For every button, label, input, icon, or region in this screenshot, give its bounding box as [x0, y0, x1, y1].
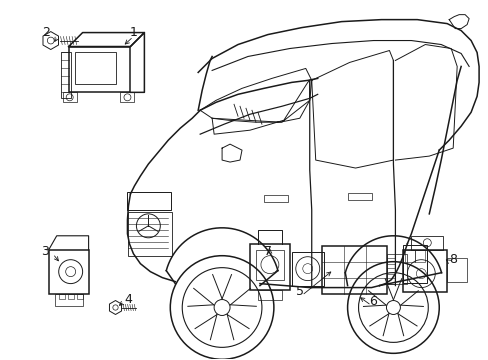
- Text: 5: 5: [295, 285, 303, 298]
- Text: 4: 4: [124, 293, 132, 306]
- Bar: [55, 293, 82, 306]
- Bar: [386, 254, 407, 284]
- Text: 7: 7: [264, 245, 271, 258]
- Bar: [120, 92, 134, 102]
- Text: 3: 3: [41, 245, 49, 258]
- Bar: [255, 250, 283, 280]
- Bar: [403, 245, 427, 283]
- Bar: [405, 250, 414, 262]
- Bar: [249, 244, 289, 289]
- Bar: [258, 289, 281, 300]
- Bar: [67, 293, 74, 298]
- Bar: [264, 195, 287, 202]
- Bar: [403, 250, 447, 292]
- Bar: [386, 258, 395, 264]
- Bar: [127, 192, 171, 210]
- Bar: [62, 92, 77, 102]
- Bar: [49, 250, 88, 293]
- Bar: [386, 278, 395, 284]
- Text: 2: 2: [42, 26, 50, 39]
- Bar: [410, 236, 442, 250]
- Text: 1: 1: [129, 26, 137, 39]
- Bar: [75, 53, 116, 84]
- Bar: [347, 193, 371, 200]
- Bar: [68, 46, 130, 92]
- Bar: [61, 53, 71, 98]
- Bar: [77, 293, 82, 298]
- Bar: [291, 252, 323, 285]
- Bar: [386, 268, 395, 274]
- Bar: [321, 246, 386, 293]
- Text: 6: 6: [369, 295, 377, 308]
- Bar: [59, 293, 64, 298]
- Bar: [128, 212, 172, 256]
- Text: 8: 8: [448, 253, 456, 266]
- Bar: [447, 258, 466, 282]
- Bar: [414, 250, 425, 262]
